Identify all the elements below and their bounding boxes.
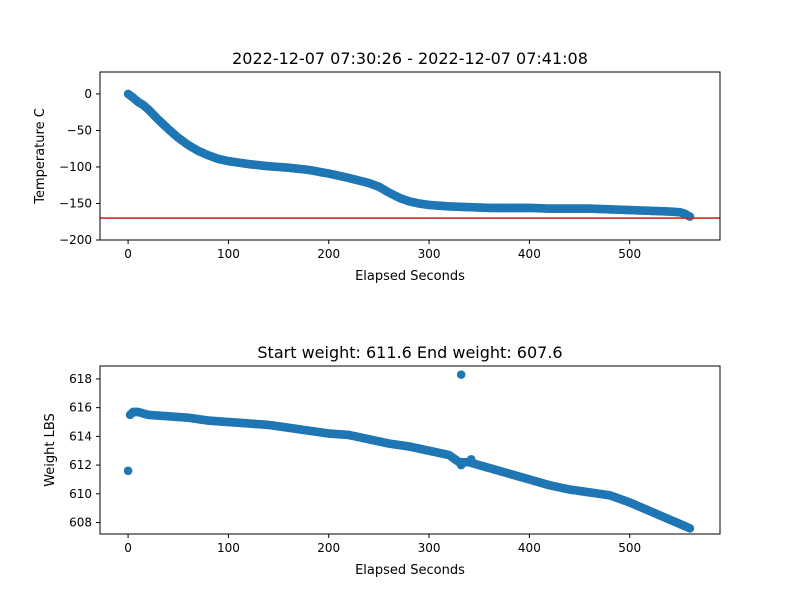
weight-chart-title: Start weight: 611.6 End weight: 607.6 (257, 343, 562, 362)
weight-chart-x-tick-label: 200 (317, 541, 340, 555)
weight-chart-y-axis-label: Weight LBS (43, 413, 58, 487)
weight-chart: Start weight: 611.6 End weight: 607.6 0 1… (43, 343, 721, 578)
weight-chart-frame (99, 365, 721, 535)
weight-chart-x-tick-label: 300 (418, 541, 441, 555)
weight-chart-y-tick-label: 614 (69, 429, 92, 443)
weight-chart-y-tick-label: 608 (69, 516, 92, 530)
temperature-chart: 2022-12-07 07:30:26 - 2022-12-07 07:41:0… (33, 49, 721, 284)
weight-chart-x-tick-label: 100 (217, 541, 240, 555)
temperature-chart-y-tick-label: −200 (59, 233, 92, 247)
temperature-chart-x-tick-label: 100 (217, 247, 240, 261)
weight-chart-x-ticks: 0 100 200 300 400 500 (124, 534, 641, 555)
temperature-chart-point (685, 212, 695, 221)
weight-chart-outlier-point (466, 455, 476, 464)
weight-chart-x-tick-label: 500 (618, 541, 641, 555)
temperature-chart-x-tick-label: 500 (618, 247, 641, 261)
temperature-chart-x-tick-label: 300 (418, 247, 441, 261)
weight-chart-y-tick-label: 616 (69, 401, 92, 415)
weight-chart-y-ticks: 608 610 612 614 616 618 (69, 372, 100, 530)
temperature-chart-x-ticks: 0 100 200 300 400 500 (124, 240, 641, 261)
temperature-chart-x-axis-label: Elapsed Seconds (355, 269, 465, 284)
weight-chart-y-tick-label: 612 (69, 458, 92, 472)
weight-chart-point (685, 524, 695, 533)
temperature-chart-frame (99, 71, 721, 241)
temperature-chart-y-tick-label: −150 (59, 196, 92, 210)
weight-chart-outlier-point (456, 460, 466, 470)
weight-chart-x-axis-label: Elapsed Seconds (355, 563, 465, 578)
temperature-chart-y-ticks: 0 −50 −100 −150 −200 (59, 87, 100, 247)
temperature-chart-x-tick-label: 0 (124, 247, 132, 261)
weight-chart-outlier-point (123, 466, 133, 476)
temperature-chart-marks (123, 89, 695, 221)
temperature-chart-y-axis-label: Temperature C (33, 108, 48, 205)
weight-chart-y-tick-label: 618 (69, 372, 92, 386)
temperature-chart-y-tick-label: 0 (84, 87, 92, 101)
temperature-chart-x-tick-label: 200 (317, 247, 340, 261)
temperature-chart-title: 2022-12-07 07:30:26 - 2022-12-07 07:41:0… (232, 49, 588, 68)
weight-chart-x-tick-label: 0 (124, 541, 132, 555)
temperature-chart-y-tick-label: −50 (67, 123, 92, 137)
weight-chart-y-tick-label: 610 (69, 487, 92, 501)
weight-chart-x-tick-label: 400 (518, 541, 541, 555)
weight-chart-marks (123, 370, 695, 533)
weight-chart-outlier-point (456, 370, 466, 379)
temperature-chart-y-tick-label: −100 (59, 160, 92, 174)
temperature-chart-x-tick-label: 400 (518, 247, 541, 261)
